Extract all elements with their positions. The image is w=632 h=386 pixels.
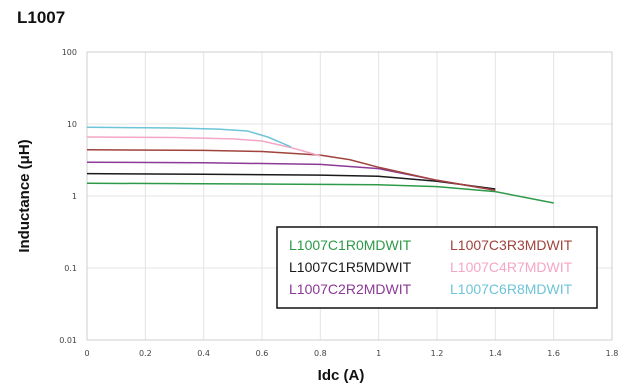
y-tick-label: 0.01	[59, 336, 77, 345]
y-axis-ticks: 100 10 1 0.1 0.01	[59, 48, 77, 345]
legend-label: L1007C1R0MDWIT	[289, 237, 412, 253]
series-lines	[86, 126, 554, 204]
y-axis-title: Inductance (μH)	[16, 139, 33, 252]
legend-label: L1007C3R3MDWIT	[450, 237, 573, 253]
x-tick-label: 0.8	[314, 349, 327, 358]
x-tick-label: 0	[84, 349, 89, 358]
series-line-L1007C6R8MDWIT	[86, 126, 292, 148]
x-tick-label: 1.4	[489, 349, 502, 358]
legend-label: L1007C2R2MDWIT	[289, 281, 412, 297]
y-tick-label: 10	[67, 120, 77, 129]
legend-box	[276, 226, 598, 309]
series-line-L1007C4R7MDWIT	[86, 136, 321, 157]
legend-label: L1007C6R8MDWIT	[450, 281, 573, 297]
series-line-L1007C1R0MDWIT	[86, 182, 554, 204]
x-tick-label: 0.2	[139, 349, 152, 358]
x-axis-title: Idc (A)	[318, 367, 365, 384]
x-tick-label: 0.6	[256, 349, 269, 358]
plot-area	[86, 51, 613, 341]
legend-label: L1007C1R5MDWIT	[289, 259, 412, 275]
x-tick-label: 1.8	[606, 349, 619, 358]
x-axis-ticks: 0 0.2 0.4 0.6 0.8 1 1.2 1.4 1.6 1.8	[84, 349, 618, 358]
legend: L1007C1R0MDWIT L1007C1R5MDWIT L1007C2R2MDW…	[276, 226, 598, 309]
series-line-L1007C3R3MDWIT	[86, 148, 496, 192]
y-tick-label: 0.1	[64, 264, 77, 273]
x-tick-label: 0.4	[197, 349, 210, 358]
x-tick-label: 1.2	[431, 349, 444, 358]
y-tick-label: 100	[62, 48, 77, 57]
legend-label: L1007C4R7MDWIT	[450, 259, 573, 275]
x-tick-label: 1	[376, 349, 381, 358]
chart-title: L1007	[17, 8, 65, 27]
x-tick-label: 1.6	[547, 349, 560, 358]
y-tick-label: 1	[72, 192, 77, 201]
